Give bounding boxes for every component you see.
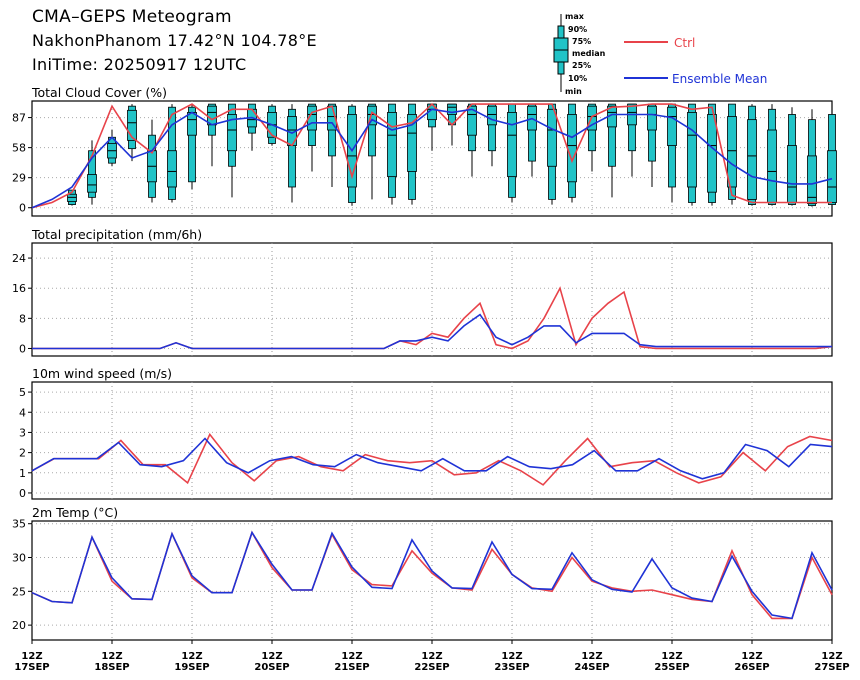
box-iqr bbox=[567, 114, 577, 183]
box-iqr bbox=[767, 129, 777, 203]
legend-ens-label: Ensemble Mean bbox=[672, 72, 767, 86]
box-iqr bbox=[787, 145, 797, 203]
x-tick-hour: 12Z bbox=[581, 651, 602, 662]
box-iqr bbox=[667, 106, 677, 146]
x-tick-hour: 12Z bbox=[661, 651, 682, 662]
box-iqr bbox=[707, 114, 717, 193]
box-outer bbox=[368, 103, 376, 157]
y-tick-label: 0 bbox=[19, 487, 26, 500]
y-tick-label: 29 bbox=[12, 172, 26, 185]
box-iqr bbox=[167, 150, 177, 188]
ensemble-mean-line bbox=[31, 108, 833, 209]
box-iqr bbox=[727, 116, 737, 188]
y-tick-label: 35 bbox=[12, 518, 26, 531]
meteogram-title: CMA–GEPS Meteogram bbox=[32, 7, 232, 27]
legend: max 90% 75% median 25% 10% min Ctrl Ense… bbox=[553, 12, 767, 96]
x-tick-date: 27SEP bbox=[814, 662, 849, 673]
y-tick-label: 2 bbox=[19, 447, 26, 460]
panel-frame bbox=[31, 520, 833, 641]
legend-label-median: median bbox=[572, 49, 606, 58]
y-tick-label: 4 bbox=[19, 406, 26, 419]
ctrl-series-line bbox=[31, 432, 833, 486]
x-tick-date: 21SEP bbox=[334, 662, 369, 673]
box-iqr bbox=[387, 111, 397, 178]
x-tick-date: 18SEP bbox=[94, 662, 129, 673]
panel-title: 10m wind speed (m/s) bbox=[32, 366, 172, 381]
box-iqr bbox=[487, 105, 497, 126]
y-tick-label: 58 bbox=[12, 142, 26, 155]
y-tick-label: 1 bbox=[19, 467, 26, 480]
box-iqr bbox=[447, 103, 457, 115]
box-iqr bbox=[127, 109, 137, 141]
x-tick-hour: 12Z bbox=[341, 651, 362, 662]
y-tick-label: 16 bbox=[12, 282, 26, 295]
box-iqr bbox=[407, 114, 417, 172]
legend-label-p10: 10% bbox=[568, 74, 587, 83]
y-tick-label: 0 bbox=[19, 342, 26, 355]
y-tick-label: 3 bbox=[19, 426, 26, 439]
x-tick-hour: 12Z bbox=[101, 651, 122, 662]
ctrl-series-line bbox=[31, 102, 832, 209]
box-iqr bbox=[687, 111, 697, 188]
box-iqr bbox=[227, 114, 237, 152]
box-iqr bbox=[647, 105, 657, 131]
box-iqr bbox=[827, 150, 837, 203]
legend-label-p25: 25% bbox=[572, 61, 591, 70]
panel-title: Total Cloud Cover (%) bbox=[31, 85, 167, 100]
x-tick-hour: 12Z bbox=[501, 651, 522, 662]
box-iqr bbox=[187, 111, 197, 136]
location-label: NakhonPhanom 17.42°N 104.78°E bbox=[32, 31, 317, 50]
y-tick-label: 87 bbox=[12, 112, 26, 125]
box-iqr bbox=[307, 105, 317, 131]
x-tick-hour: 12Z bbox=[181, 651, 202, 662]
x-tick-date: 24SEP bbox=[574, 662, 609, 673]
box-iqr bbox=[507, 111, 517, 178]
legend-label-min: min bbox=[565, 87, 582, 96]
x-tick-date: 19SEP bbox=[174, 662, 209, 673]
y-tick-label: 20 bbox=[12, 619, 26, 632]
ensemble-mean-line bbox=[31, 437, 833, 480]
x-tick-date: 26SEP bbox=[734, 662, 769, 673]
x-tick-hour: 12Z bbox=[261, 651, 282, 662]
x-tick-date: 25SEP bbox=[654, 662, 689, 673]
x-tick-date: 17SEP bbox=[14, 662, 49, 673]
ensemble-mean-line bbox=[32, 313, 832, 350]
y-tick-label: 25 bbox=[12, 585, 26, 598]
legend-label-p90: 90% bbox=[568, 25, 587, 34]
y-tick-label: 24 bbox=[12, 252, 26, 265]
ensemble-mean-line bbox=[31, 530, 833, 620]
x-tick-hour: 12Z bbox=[421, 651, 442, 662]
box-outer bbox=[88, 150, 96, 198]
init-time-label: IniTime: 20250917 12UTC bbox=[32, 55, 247, 74]
box-iqr bbox=[807, 155, 817, 204]
box-outer bbox=[188, 106, 196, 183]
x-tick-hour: 12Z bbox=[821, 651, 842, 662]
x-tick-date: 22SEP bbox=[414, 662, 449, 673]
x-tick-date: 23SEP bbox=[494, 662, 529, 673]
box-outer bbox=[288, 108, 296, 188]
legend-label-max: max bbox=[565, 12, 585, 21]
x-tick-hour: 12Z bbox=[741, 651, 762, 662]
x-tick-date: 20SEP bbox=[254, 662, 289, 673]
box-iqr bbox=[67, 193, 77, 202]
box-iqr bbox=[547, 108, 557, 167]
legend-box-10 bbox=[557, 61, 565, 75]
panel-title: 2m Temp (°C) bbox=[32, 505, 118, 520]
meteogram-header: CMA–GEPS Meteogram NakhonPhanom 17.42°N … bbox=[0, 0, 860, 100]
panel-title: Total precipitation (mm/6h) bbox=[31, 227, 202, 242]
y-tick-label: 0 bbox=[19, 202, 26, 215]
y-tick-label: 30 bbox=[12, 552, 26, 565]
legend-label-p75: 75% bbox=[572, 37, 591, 46]
box-outer bbox=[608, 103, 616, 167]
x-tick-hour: 12Z bbox=[21, 651, 42, 662]
y-tick-label: 8 bbox=[19, 312, 26, 325]
panel-frame bbox=[31, 381, 833, 500]
box-iqr bbox=[87, 174, 97, 193]
box-iqr bbox=[747, 119, 757, 200]
legend-ctrl-label: Ctrl bbox=[674, 36, 695, 50]
y-tick-label: 5 bbox=[19, 386, 26, 399]
box-iqr bbox=[467, 105, 477, 136]
